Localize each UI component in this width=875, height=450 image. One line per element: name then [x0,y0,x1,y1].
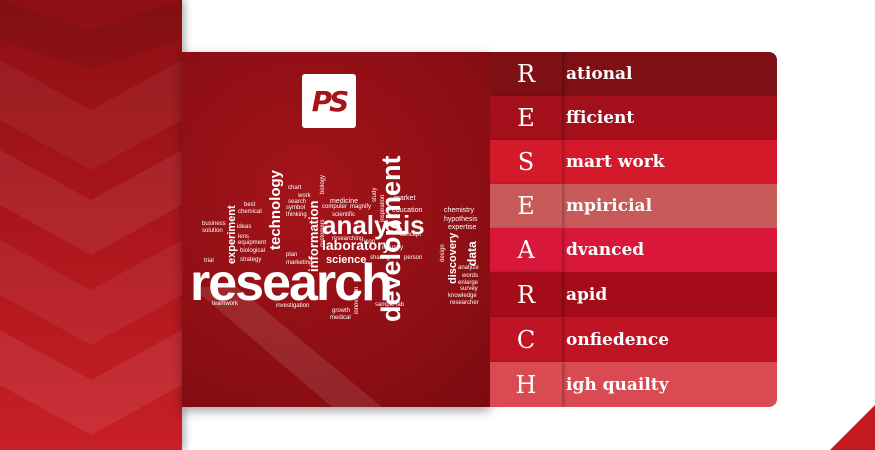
logo-text: PS [311,84,350,118]
word-chemical: chemical [238,209,262,215]
word-hypothesis: hypothesis [444,216,478,223]
word-design: design [440,244,446,262]
word-discovery: discovery [447,232,459,284]
word-study: study [372,187,378,202]
word-biology: biology [320,174,326,194]
acronym-word: dvanced [566,240,645,260]
word-marketing: marketing [286,260,313,266]
word-strategy: strategy [240,257,262,263]
word-main: research [190,254,393,312]
word-investigation: investigation [276,303,310,309]
word-lens: lens [238,234,250,240]
acronym-word: ational [566,64,633,84]
acronym-letter: R [490,272,562,317]
research-acronym-list: R ational E fficient S mart work E mpiri… [490,52,777,407]
word-thinking: thinking [286,212,307,218]
word-teamwork: teamwork [212,301,239,307]
word-inspiration: inspiration [380,194,386,222]
word-researcher: researcher [450,300,479,306]
acronym-row-r2: R apid [490,272,777,317]
diagonal-light-band [192,287,382,407]
word-concept: concept [400,232,422,238]
acronym-letter: C [490,317,562,362]
acronym-letter: E [490,96,562,140]
word-analyze: analyze [458,265,479,271]
word-ideas: ideas [237,224,252,230]
word-scientific: scientific [332,212,356,218]
word-words: words [462,273,479,279]
acronym-word: mart work [566,152,665,172]
word-solution: solution [202,228,223,234]
word-sample-lab: sample lab [375,302,405,308]
acronym-row-e2: E mpiricial [490,184,777,228]
word-person: person [404,255,423,261]
word-best: best [244,202,256,208]
chevron-pattern [0,0,182,435]
word-medical: medical [330,315,351,321]
acronym-word: igh quailty [566,374,669,395]
word-computer: computer [322,204,348,210]
research-word-cloud-poster: PS research development analysis technol… [182,52,490,407]
word-science: science [326,254,367,266]
acronym-word: fficient [566,108,635,128]
word-symbol: symbol [286,205,306,211]
word-equipment: equipment [238,240,267,246]
acronym-letter: E [490,184,562,228]
acronym-row-a: A dvanced [490,228,777,272]
acronym-letter: H [490,362,562,407]
word-chart: chart [288,185,302,191]
word-knowledge: knowledge [448,293,477,299]
acronym-row-r1: R ational [490,52,777,96]
word-education: education [392,207,423,214]
acronym-letter: S [490,140,562,184]
word-technology: technology [267,169,284,250]
acronym-row-e1: E fficient [490,96,777,140]
acronym-word: mpiricial [566,196,653,216]
corner-triangle-decoration [830,405,875,450]
word-growth: growth [332,308,351,314]
word-customers: customers [320,219,326,247]
word-biological: biological [240,248,266,254]
word-laboratory: laboratory [322,237,391,253]
acronym-row-h: H igh quailty [490,362,777,407]
acronym-word: onfiedence [566,329,670,350]
word-cloud: research development analysis technology… [182,52,490,407]
word-industry: industry [382,245,404,251]
word-magnify: magnify [350,204,372,210]
word-expertise: expertise [448,224,477,231]
word-plan: plan [286,252,298,258]
word-enlarge: enlarge [458,280,479,286]
word-medicine: medicine [330,198,359,205]
word-trial: trial [204,258,214,264]
word-analysis: analysis [322,210,425,240]
acronym-row-s: S mart work [490,140,777,184]
acronym-row-c: C onfiedence [490,317,777,362]
word-data: data [465,241,479,266]
word-survey: survey [460,286,478,292]
word-researching: researching [332,236,364,242]
word-experiment: experiment [226,205,238,264]
word-market: market [394,195,416,202]
ps-logo: PS [302,74,356,128]
word-sharing: sharing [370,255,390,261]
acronym-letter: A [490,228,562,272]
word-business: business [202,221,226,227]
word-innovation: innovation [354,286,360,314]
acronym-letter: R [490,52,562,96]
left-chevron-strip [0,0,182,450]
acronym-word: apid [566,284,608,305]
word-chemistry: chemistry [444,207,474,214]
word-icon: icon [364,239,376,245]
word-work: work [298,193,311,199]
word-search: search [288,199,307,205]
